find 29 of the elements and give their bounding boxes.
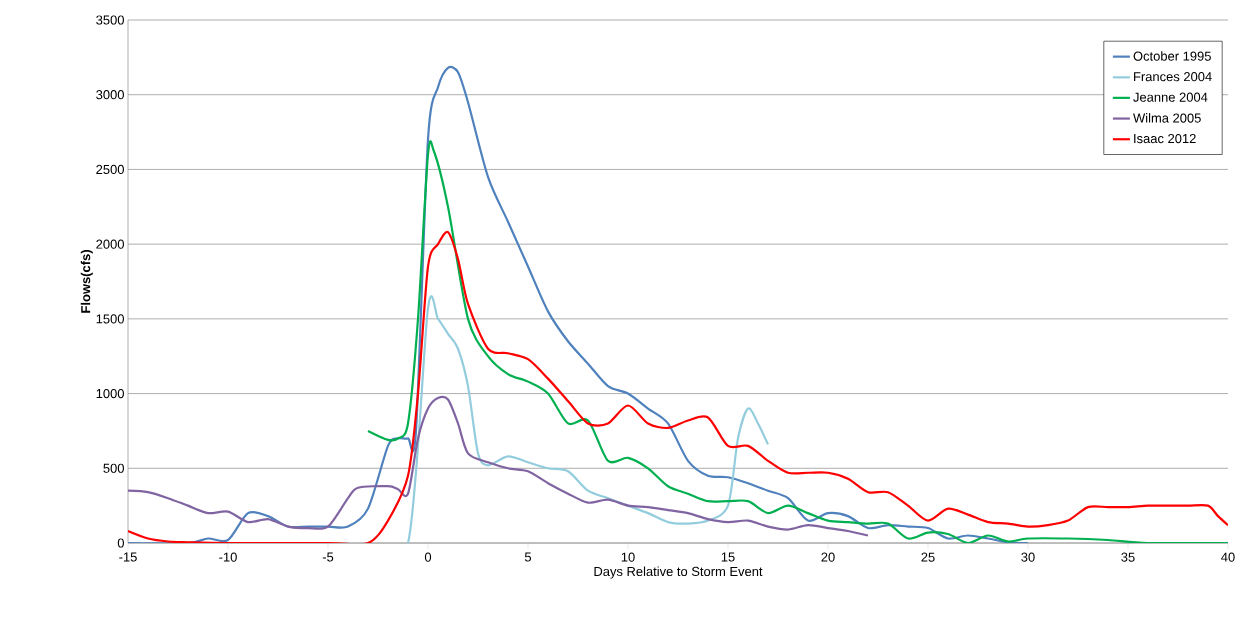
line-series [128,65,1030,543]
legend-label: October 1995 [1133,51,1211,61]
x-tick-label: -10 [219,552,237,562]
legend-label: Wilma 2005 [1133,113,1201,123]
legend-label: Jeanne 2004 [1133,92,1208,102]
y-tick-label: 3000 [96,90,124,100]
y-tick-label: 1500 [96,314,124,324]
y-tick-label: 2500 [96,164,124,175]
x-tick-label: -5 [322,552,334,562]
y-tick-label: 0 [117,538,124,548]
y-tick-label: 2000 [96,239,124,249]
x-axis-title: Days Relative to Storm Event [594,566,763,579]
x-tick-label: 30 [1021,552,1035,562]
y-axis-title: Flows(cfs) [80,250,93,313]
line-series [128,396,870,537]
x-tick-label: 40 [1221,552,1235,562]
legend-label: Isaac 2012 [1134,133,1196,144]
x-tick-label: -15 [119,552,137,562]
y-tick-label: 500 [103,463,124,473]
y-tick-label: 1000 [96,388,124,399]
x-tick-label: 0 [424,552,432,562]
x-tick-label: 25 [921,552,935,562]
x-tick-label: 15 [721,552,735,562]
x-tick-label: 35 [1121,552,1135,562]
legend-label: Frances 2004 [1134,72,1212,82]
x-tick-label: 5 [524,552,532,562]
x-tick-label: 10 [621,552,635,562]
x-tick-label: 20 [821,552,835,562]
y-tick-label: 3500 [96,15,124,25]
